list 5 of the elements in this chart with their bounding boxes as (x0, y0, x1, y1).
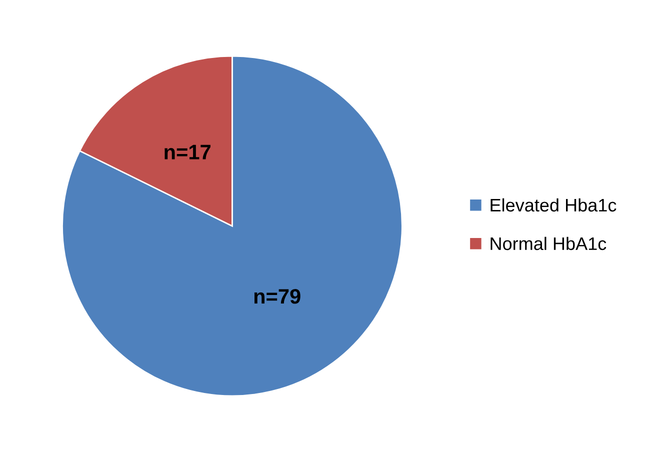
data-label: n=79 (254, 289, 300, 304)
data-label: n=17 (164, 144, 210, 160)
legend-label: Normal HbA1c (490, 236, 606, 250)
legend-label: Elevated Hba1c (490, 198, 616, 212)
pie-slice (62, 55, 403, 397)
